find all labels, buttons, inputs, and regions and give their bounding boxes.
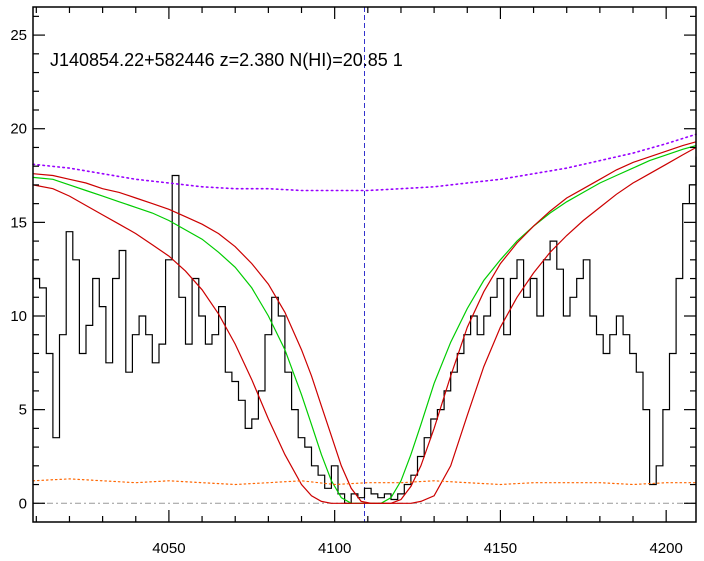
- y-tick-label: 25: [10, 27, 27, 44]
- x-tick-label: 4150: [484, 540, 517, 556]
- fit-upper-series: [32, 141, 697, 504]
- continuum-series: [32, 133, 697, 192]
- plot-frame: [32, 6, 697, 523]
- plot-axes: 4050 4100 4150 4200 0 5 10 15 20 25: [10, 6, 697, 557]
- y-tick-label: 5: [19, 402, 27, 419]
- x-tick-label: 4100: [318, 540, 351, 556]
- plot-lines: [32, 7, 697, 522]
- y-tick-label: 20: [10, 121, 27, 138]
- fit-lower-series: [32, 146, 697, 504]
- y-tick-label: 0: [19, 495, 27, 512]
- y-tick-label: 15: [10, 214, 27, 231]
- chart-title: J140854.22+582446 z=2.380 N(HI)=20.85 1: [50, 50, 403, 70]
- x-tick-label: 4200: [649, 540, 682, 556]
- x-tick-label: 4050: [152, 540, 185, 556]
- flux-series: [32, 156, 697, 504]
- y-tick-label: 10: [10, 308, 27, 325]
- error-series: [32, 478, 697, 486]
